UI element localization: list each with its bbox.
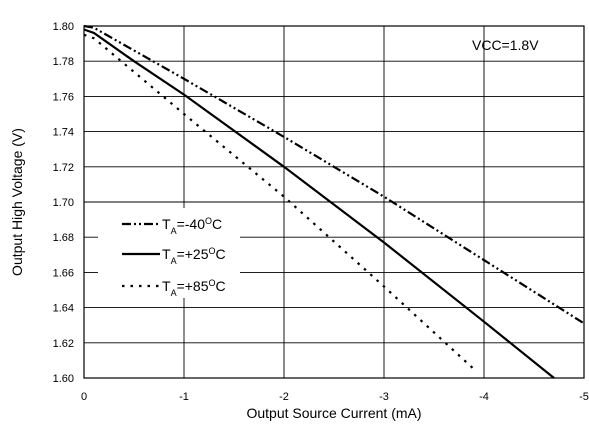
y-tick-label: 1.74 [53, 127, 74, 139]
y-tick-label: 1.78 [53, 56, 74, 68]
series-line [83, 33, 475, 371]
legend: TA=-40OC TA=+25OC TA=+85OC [122, 216, 226, 298]
y-tick-label: 1.64 [53, 303, 74, 315]
x-tick-label: -1 [179, 391, 189, 403]
legend-label: TA=+25OC [162, 246, 226, 266]
y-tick-labels: 1.80 1.78 1.76 1.74 1.72 1.70 1.68 1.66 1.64 1.62… [53, 21, 74, 385]
x-tick-label: -2 [279, 391, 289, 403]
y-tick-label: 1.80 [53, 21, 74, 33]
y-axis-title: Output High Voltage (V) [9, 128, 25, 276]
y-tick-label: 1.66 [53, 267, 74, 279]
x-axis-title: Output Source Current (mA) [246, 405, 421, 421]
legend-label: TA=-40OC [162, 216, 222, 236]
vcc-annotation: VCC=1.8V [472, 37, 539, 53]
y-tick-label: 1.72 [53, 162, 74, 174]
series-line [83, 28, 555, 379]
y-tick-label: 1.62 [53, 338, 74, 350]
x-tick-label: -5 [579, 391, 589, 403]
x-tick-label: -3 [379, 391, 389, 403]
series-lines [83, 24, 585, 379]
x-tick-labels: 0 -1 -2 -3 -4 -5 [81, 391, 589, 403]
legend-box [98, 208, 240, 298]
y-tick-label: 1.76 [53, 91, 74, 103]
plot-frame [83, 25, 585, 379]
series-line [83, 24, 585, 325]
y-tick-label: 1.68 [53, 232, 74, 244]
legend-label: TA=+85OC [162, 278, 226, 298]
y-tick-label: 1.70 [53, 197, 74, 209]
x-tick-label: 0 [81, 391, 87, 403]
y-tick-label: 1.60 [53, 373, 74, 385]
x-tick-label: -4 [479, 391, 489, 403]
